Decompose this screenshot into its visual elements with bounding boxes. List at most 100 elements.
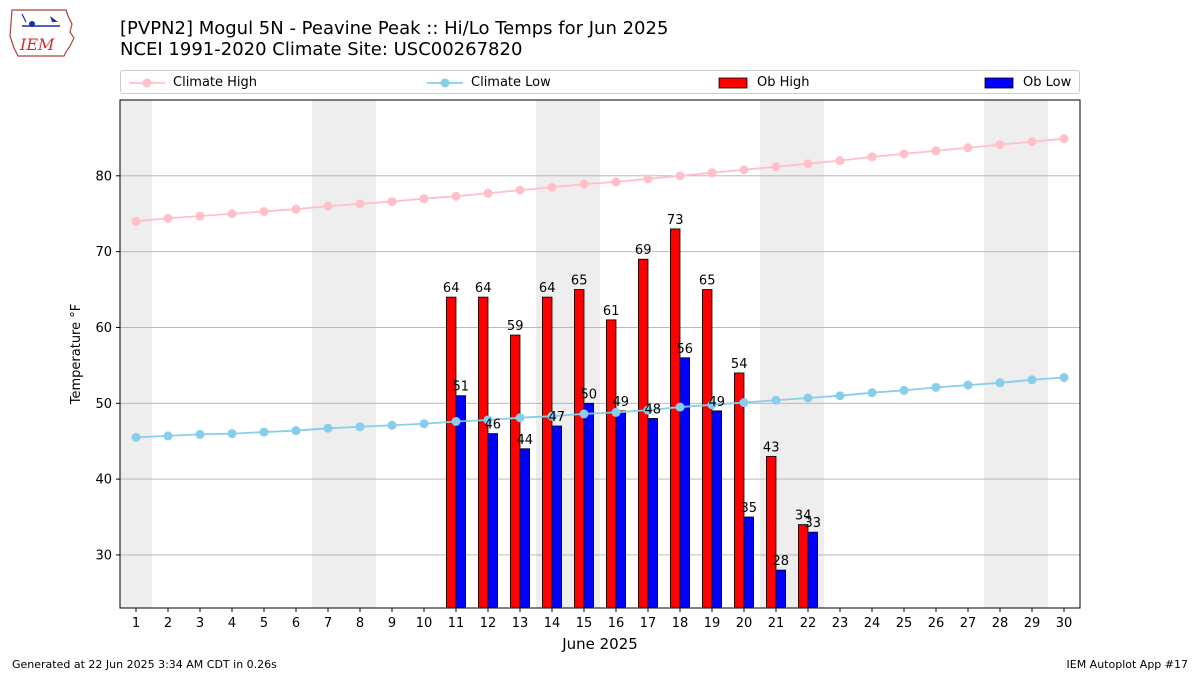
ob-low-label: 33 [805,516,822,531]
x-tick-label: 12 [480,616,497,631]
x-tick-label: 19 [704,616,721,631]
y-tick-label: 30 [95,548,112,563]
y-tick-label: 40 [95,473,112,488]
climate-high-point [547,182,557,192]
climate-low-point [579,409,589,419]
ob-high-bar [606,319,617,609]
climate-low-point [291,426,301,436]
climate-low-point [899,385,909,395]
ob-low-bar [487,433,499,609]
climate-high-point [227,209,237,219]
climate-high-point [387,197,397,207]
ob-high-label: 64 [443,281,460,296]
ob-low-label: 49 [613,395,630,410]
x-tick-label: 20 [736,616,753,631]
ob-low-label: 44 [517,433,534,448]
climate-low-point [419,419,429,429]
climate-low-point [163,431,173,441]
ob-high-label: 65 [571,274,588,289]
weekend-band [984,100,1016,608]
ob-low-label: 46 [485,418,502,433]
climate-low-point [323,423,333,433]
climate-low-point [611,407,621,417]
climate-low-point [259,427,269,437]
x-tick-label: 21 [768,616,785,631]
legend-label-ob-low: Ob Low [1023,75,1072,90]
ob-high-label: 65 [699,274,716,289]
ob-high-bar [638,258,649,609]
ob-high-label: 61 [603,304,620,319]
ob-low-label: 47 [549,410,566,425]
x-tick-label: 15 [576,616,593,631]
footer-app: IEM Autoplot App #17 [1066,658,1189,671]
climate-high-point [355,199,365,209]
climate-low-point [515,413,525,423]
climate-low-point [739,398,749,408]
climate-low-point [675,402,685,412]
ob-high-label: 64 [475,281,492,296]
climate-low-point [707,400,717,410]
x-tick-label: 7 [324,616,332,631]
x-tick-label: 26 [928,616,945,631]
climate-low-point [451,416,461,426]
climate-high-point [643,174,653,184]
chart-title: [PVPN2] Mogul 5N - Peavine Peak :: Hi/Lo… [120,18,668,60]
ob-low-bar [679,357,691,609]
x-tick-label: 3 [196,616,204,631]
chart-legend: Climate High Climate Low Ob High Ob Low [120,70,1080,94]
climate-high-point [259,206,269,216]
ob-low-bar [455,395,467,609]
climate-high-point [995,140,1005,150]
weekend-band [120,100,152,608]
climate-high-point [899,149,909,159]
climate-high-point [707,168,717,178]
climate-low-point [931,382,941,392]
ob-high-bar [798,524,809,609]
x-tick-label: 25 [896,616,913,631]
ob-high-label: 43 [763,440,780,455]
ob-low-bar [647,418,659,609]
ob-high-bar [542,296,553,609]
y-tick-label: 50 [95,397,112,412]
climate-high-point [323,201,333,211]
x-tick-label: 1 [132,616,140,631]
climate-low-point [995,378,1005,388]
ob-high-bar [702,289,713,609]
climate-high-point [291,204,301,214]
climate-high-point [963,143,973,153]
ob-high-bar [734,372,745,609]
climate-high-point [931,146,941,156]
climate-low-point [803,393,813,403]
climate-low-point [387,420,397,430]
x-tick-label: 28 [992,616,1009,631]
climate-high-point [803,159,813,169]
ob-low-label: 48 [645,402,662,417]
legend-label-climate-low: Climate Low [471,75,551,90]
ob-high-bar [509,334,521,609]
ob-low-bar [583,402,595,609]
weekend-band [312,100,344,608]
y-tick-label: 80 [95,169,112,184]
x-axis-label: June 2025 [561,635,638,653]
climate-high-point [611,177,621,187]
ob-low-bar [743,516,755,609]
x-tick-label: 5 [260,616,268,631]
climate-high-point [1027,137,1037,147]
climate-low-point [963,380,973,390]
ob-low-label: 56 [677,342,694,357]
climate-low-point [1027,375,1037,385]
climate-low-point [835,391,845,401]
legend-item-ob-high: Ob High [717,74,857,92]
climate-low-point [483,415,493,425]
climate-low-point [643,405,653,415]
climate-low-point [771,395,781,405]
x-tick-label: 10 [416,616,433,631]
climate-low-point [195,429,205,439]
climate-high-line [135,137,1065,223]
climate-low-point [867,388,877,398]
chart-title-line2: NCEI 1991-2020 Climate Site: USC00267820 [120,39,523,60]
ob-low-bar [615,410,627,609]
ob-high-bar [574,289,585,609]
x-tick-label: 13 [512,616,529,631]
